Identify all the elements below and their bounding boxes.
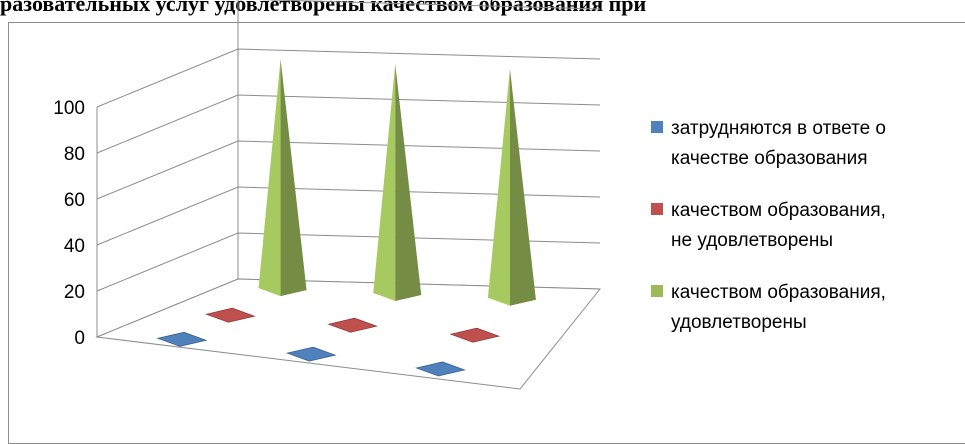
floor — [95, 278, 602, 390]
legend-label: качеством образования, — [671, 200, 886, 221]
side-wall — [97, 0, 238, 337]
y-tick-label: 60 — [64, 190, 85, 211]
legend-label: удовлетворены — [671, 312, 807, 333]
legend-label: не удовлетворены — [671, 230, 833, 251]
gridline — [96, 186, 601, 246]
flat-mark — [415, 361, 466, 377]
pyramid-face-left — [373, 63, 396, 301]
legend: затрудняются в ответе о качестве образова… — [651, 118, 886, 333]
gridline — [96, 48, 601, 108]
y-tick-label: 20 — [64, 282, 85, 303]
legend-swatch — [651, 285, 663, 297]
gridline — [96, 94, 601, 154]
flat-mark — [327, 317, 378, 333]
y-tick-label: 100 — [53, 98, 85, 119]
pyramid-face-right — [395, 63, 422, 301]
pyramid-chart: 0 20 40 60 80 100 затрудняются в ответе о каче… — [53, 0, 886, 390]
back-top-line — [256, 0, 601, 10]
legend-swatch — [651, 203, 663, 215]
y-axis-ticks: 0 20 40 60 80 100 — [53, 98, 85, 349]
y-tick-label: 0 — [74, 328, 85, 349]
data-marks — [156, 59, 536, 377]
legend-label: качестве образования — [671, 148, 868, 169]
pyramid-face-left — [487, 68, 510, 306]
gridline — [96, 140, 601, 200]
chart-floor — [95, 278, 602, 390]
flat-mark — [204, 307, 256, 323]
legend-label: затрудняются в ответе о — [671, 118, 886, 139]
flat-mark — [449, 327, 501, 343]
flat-mark — [285, 346, 337, 362]
pyramid-face-right — [509, 68, 536, 306]
y-tick-label: 40 — [64, 236, 85, 257]
chart-walls — [96, 0, 601, 337]
flat-mark — [156, 331, 208, 347]
y-tick-label: 80 — [64, 144, 85, 165]
page-title: разовательных услуг удовлетворены качест… — [0, 0, 647, 16]
pyramid-face-left — [258, 59, 281, 297]
pyramid-face-right — [280, 59, 307, 297]
legend-label: качеством образования, — [671, 282, 886, 303]
legend-swatch — [651, 121, 663, 133]
gridline — [96, 232, 601, 292]
